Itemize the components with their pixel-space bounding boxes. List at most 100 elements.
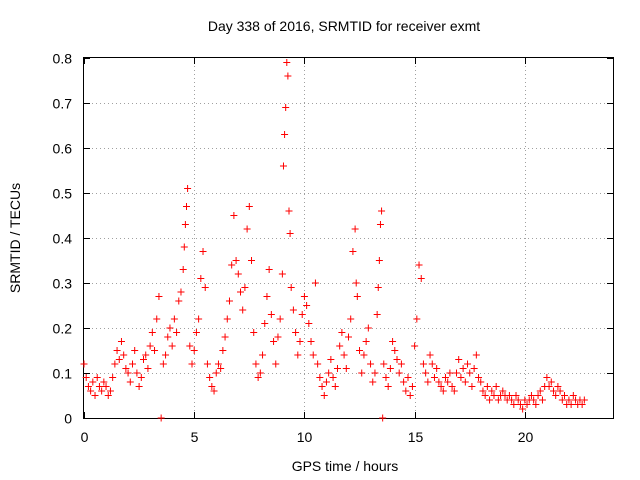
data-point (170, 315, 178, 323)
data-point (356, 347, 364, 354)
data-point (151, 347, 159, 354)
data-point (283, 59, 291, 66)
data-point (284, 72, 292, 80)
data-point (402, 387, 410, 395)
data-point (376, 221, 384, 228)
data-point (534, 392, 542, 399)
data-point (530, 396, 538, 404)
data-point (214, 360, 222, 368)
data-point (374, 284, 382, 291)
data-point (404, 374, 412, 381)
data-point (104, 392, 112, 399)
data-point (391, 347, 399, 354)
data-point (351, 225, 359, 233)
data-point (358, 369, 366, 377)
data-point (179, 266, 187, 273)
data-point (219, 347, 227, 354)
data-point (212, 369, 220, 377)
y-tick-label: 0.4 (53, 231, 73, 247)
data-point (561, 392, 569, 399)
data-point (453, 369, 461, 377)
data-point (532, 401, 540, 408)
data-point (188, 360, 196, 368)
data-point (435, 378, 443, 386)
y-tick-label: 0.7 (53, 96, 73, 112)
data-point (389, 338, 397, 345)
data-point (345, 333, 352, 341)
data-point (508, 396, 516, 404)
data-point (100, 378, 108, 386)
data-point (146, 342, 154, 350)
data-point (580, 396, 588, 404)
data-point (140, 356, 148, 363)
data-point (347, 315, 355, 323)
data-point (276, 315, 284, 323)
data-point (494, 396, 502, 404)
data-point (182, 203, 190, 210)
data-point (298, 311, 306, 318)
data-point (475, 374, 483, 381)
data-point (303, 302, 311, 309)
data-point (375, 257, 383, 264)
data-point (549, 387, 557, 395)
axis-ticks: 0 0.1 0.2 0.3 0.4 0.5 0.6 0.7 0.8 0 5 10 15 20 (53, 51, 613, 445)
data-point (250, 329, 258, 336)
data-point (380, 360, 388, 368)
data-point (543, 374, 551, 381)
data-point (441, 374, 449, 381)
data-point (254, 374, 262, 381)
data-point (282, 104, 290, 111)
y-tick-label: 0.1 (53, 366, 73, 382)
data-point (527, 392, 535, 399)
data-point (181, 221, 189, 228)
data-point (109, 374, 117, 381)
x-tick-label: 20 (518, 429, 534, 445)
data-point (93, 374, 101, 381)
data-point (450, 387, 458, 395)
data-point (95, 383, 103, 390)
data-point (203, 360, 211, 368)
data-point (538, 396, 546, 404)
x-tick-label: 15 (408, 429, 424, 445)
data-point (124, 369, 132, 377)
x-tick-label: 5 (191, 429, 199, 445)
data-point (397, 360, 405, 368)
data-point (536, 387, 544, 395)
data-point (552, 392, 560, 399)
data-point (523, 401, 531, 408)
data-point (261, 320, 269, 327)
data-point (122, 365, 130, 372)
data-point (228, 261, 236, 269)
data-point (305, 320, 313, 327)
data-point (159, 360, 167, 368)
data-point (197, 275, 205, 282)
data-point (378, 207, 386, 215)
data-point (168, 342, 176, 350)
data-point (236, 288, 244, 296)
data-point (408, 383, 416, 390)
data-point (120, 351, 128, 359)
data-point (411, 342, 419, 350)
data-point (267, 311, 275, 318)
data-point (340, 351, 348, 359)
data-point (472, 351, 480, 359)
data-point (225, 297, 233, 305)
y-tick-label: 0.3 (53, 276, 73, 292)
data-point (278, 270, 286, 278)
data-point (173, 329, 181, 336)
data-point (516, 401, 524, 408)
data-point (514, 396, 522, 404)
data-point (296, 338, 304, 345)
data-point (578, 401, 586, 408)
data-point (245, 203, 253, 210)
data-point (470, 365, 478, 372)
data-point (547, 378, 555, 386)
data-point (117, 338, 125, 345)
data-point (208, 383, 216, 390)
data-point (457, 374, 465, 381)
data-point (466, 369, 474, 377)
data-point (360, 351, 368, 359)
data-point (89, 378, 97, 386)
plot-area-frame (83, 57, 614, 419)
data-point (512, 392, 520, 399)
